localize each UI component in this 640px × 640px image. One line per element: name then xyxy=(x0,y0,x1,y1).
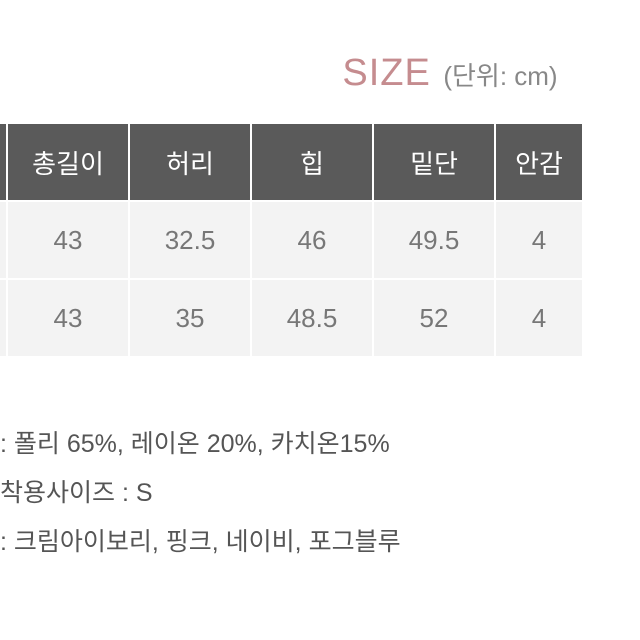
table-cell: 32.5 xyxy=(129,201,251,279)
header-cell: 밑단 xyxy=(373,123,495,201)
table-cell: 35 xyxy=(129,279,251,357)
table-header-row: 즈 총길이 허리 힙 밑단 안감 xyxy=(0,123,583,201)
header-cell: 힙 xyxy=(251,123,373,201)
table-cell: 43 xyxy=(7,279,129,357)
table-cell: 48.5 xyxy=(251,279,373,357)
details-block: : 폴리 65%, 레이온 20%, 카치온15% 착용사이즈 : S : 크림… xyxy=(0,420,401,566)
table-cell: 52 xyxy=(373,279,495,357)
header-cell: 안감 xyxy=(495,123,583,201)
size-table: 즈 총길이 허리 힙 밑단 안감 43 32.5 46 49.5 4 43 35… xyxy=(0,122,584,358)
table-row: 43 32.5 46 49.5 4 xyxy=(0,201,583,279)
detail-line: 착용사이즈 : S xyxy=(0,469,401,518)
header-cell: 즈 xyxy=(0,123,7,201)
table-cell: 43 xyxy=(7,201,129,279)
table-cell: 4 xyxy=(495,279,583,357)
table-cell: 46 xyxy=(251,201,373,279)
table-cell: 4 xyxy=(495,201,583,279)
header-cell: 총길이 xyxy=(7,123,129,201)
header-cell: 허리 xyxy=(129,123,251,201)
table-cell xyxy=(0,201,7,279)
title-unit: (단위: cm) xyxy=(443,56,557,93)
detail-line: : 크림아이보리, 핑크, 네이비, 포그블루 xyxy=(0,518,401,567)
title-row: SIZE (단위: cm) xyxy=(0,52,640,95)
table-cell xyxy=(0,279,7,357)
table-row: 43 35 48.5 52 4 xyxy=(0,279,583,357)
detail-line: : 폴리 65%, 레이온 20%, 카치온15% xyxy=(0,420,401,469)
title-main: SIZE xyxy=(342,52,430,95)
table-cell: 49.5 xyxy=(373,201,495,279)
